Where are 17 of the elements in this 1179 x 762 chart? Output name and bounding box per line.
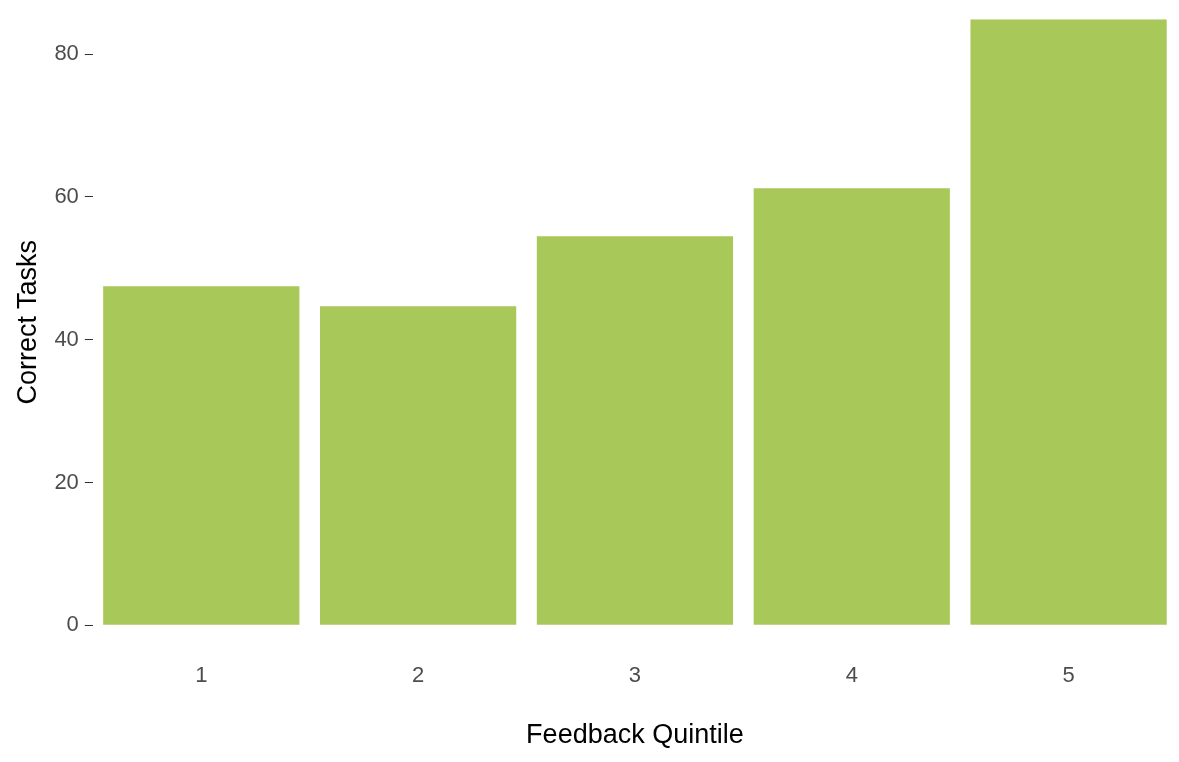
x-tick-label: 4 bbox=[845, 662, 858, 688]
x-tick-label: 2 bbox=[411, 662, 425, 688]
x-tick-label: 3 bbox=[628, 662, 642, 688]
bar bbox=[536, 236, 734, 625]
x-tick-label: 1 bbox=[195, 662, 208, 688]
x-axis-title: Feedback Quintile bbox=[526, 719, 744, 750]
y-tick-label: 0 bbox=[66, 611, 79, 637]
bar bbox=[320, 306, 517, 625]
bar bbox=[103, 286, 300, 625]
y-axis-title: Correct Tasks bbox=[11, 239, 42, 405]
y-tick-label: 20 bbox=[54, 468, 79, 494]
x-tick-label: 5 bbox=[1062, 662, 1075, 688]
y-tick-label: 40 bbox=[54, 325, 79, 351]
bar bbox=[753, 188, 950, 625]
y-tick-label: 60 bbox=[54, 182, 79, 208]
bar bbox=[970, 19, 1167, 625]
y-tick-label: 80 bbox=[54, 40, 79, 66]
